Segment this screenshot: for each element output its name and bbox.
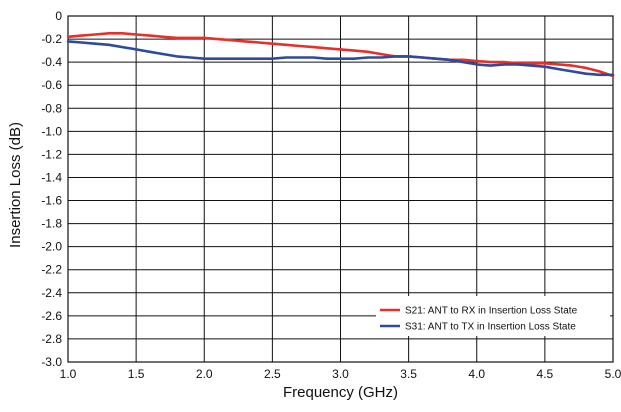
y-tick-label: -0.8 (41, 101, 62, 115)
y-tick-label: -2.4 (41, 286, 62, 300)
x-tick-label: 4.0 (468, 367, 485, 381)
y-tick-label: -0.2 (41, 32, 62, 46)
y-axis-title: Insertion Loss (dB) (7, 122, 24, 248)
x-tick-label: 3.0 (332, 367, 349, 381)
grid (67, 15, 614, 363)
y-tick-label: -1.4 (41, 170, 62, 184)
x-tick-label: 2.5 (264, 367, 281, 381)
y-tick-label: -1.2 (41, 147, 62, 161)
y-tick-label: -1.8 (41, 217, 62, 231)
x-axis-tick-labels: 1.0 1.5 2.0 2.5 3.0 3.5 4.0 4.5 5.0 (60, 367, 621, 381)
x-tick-label: 1.0 (60, 367, 77, 381)
series-line-s31 (66, 40, 615, 77)
x-tick-label: 5.0 (605, 367, 621, 381)
y-tick-label: -3.0 (41, 355, 62, 369)
y-tick-label: -2.2 (41, 263, 62, 277)
plot-frame (67, 15, 614, 363)
y-tick-label: -1.0 (41, 124, 62, 138)
y-tick-label: -2.6 (41, 309, 62, 323)
y-tick-label: -2.8 (41, 332, 62, 346)
x-tick-label: 2.0 (196, 367, 213, 381)
legend: S21: ANT to RX in Insertion Loss State S3… (376, 296, 610, 336)
legend-label: S31: ANT to TX in Insertion Loss State (405, 322, 576, 333)
legend-label: S21: ANT to RX in Insertion Loss State (405, 306, 578, 317)
y-tick-label: -2.0 (41, 240, 62, 254)
legend-box (376, 296, 610, 336)
x-tick-label: 3.5 (400, 367, 417, 381)
y-tick-label: -0.6 (41, 78, 62, 92)
y-axis-tick-labels: 0 -0.2 -0.4 -0.6 -0.8 -1.0 -1.2 -1.4 -1.6 -1.8 -2.… (41, 9, 62, 369)
x-tick-label: 1.5 (128, 367, 145, 381)
x-axis-title: Frequency (GHz) (283, 384, 398, 401)
series-line-s21 (66, 31, 615, 78)
x-tick-label: 4.5 (537, 367, 554, 381)
y-tick-label: -0.4 (41, 55, 62, 69)
y-tick-label: -1.6 (41, 194, 62, 208)
series (66, 31, 615, 78)
y-tick-label: 0 (55, 9, 62, 23)
